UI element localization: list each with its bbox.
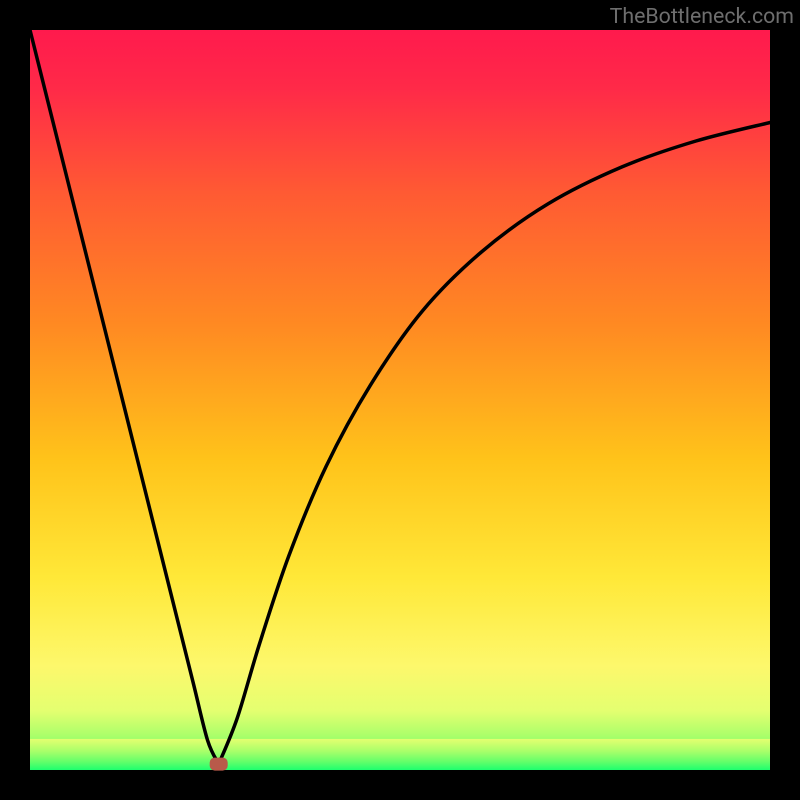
plot-area xyxy=(30,30,770,770)
chart-canvas: TheBottleneck.com xyxy=(0,0,800,800)
watermark-text: TheBottleneck.com xyxy=(610,4,794,29)
